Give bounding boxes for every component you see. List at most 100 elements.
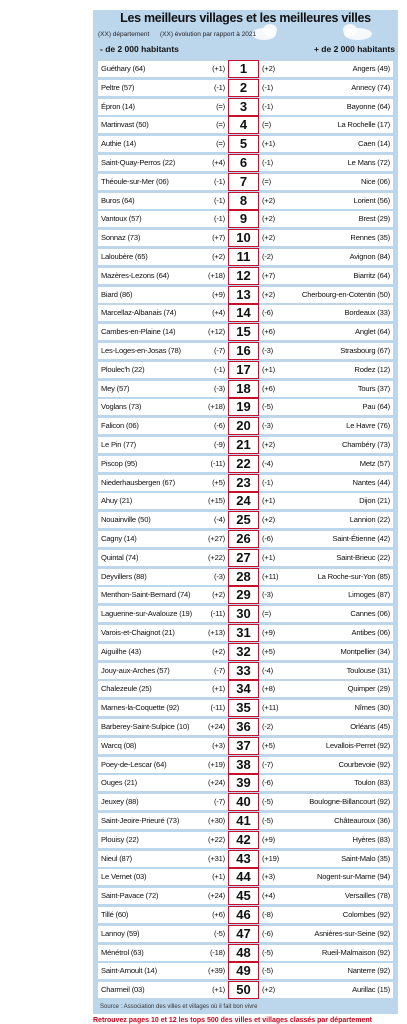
table-row: Vantoux (57) (-1) 9 (+2) Brest (29): [98, 210, 393, 229]
village-evolution: (+7): [212, 233, 225, 243]
city-name: Metz (57): [359, 458, 390, 468]
city-evolution: (+2): [262, 985, 275, 995]
rank: 10: [228, 229, 259, 248]
city-name: Hyères (83): [352, 834, 391, 844]
city-evolution: (-1): [262, 158, 274, 167]
table-row: Chalezeule (25) (+1) 34 (+8) Quimper (29): [98, 680, 393, 699]
city-evolution: (+7): [262, 270, 275, 280]
table-row: Peltre (57) (-1) 2 (-1) Annecy (74): [98, 78, 393, 97]
city-name: Levallois-Perret (92): [325, 740, 390, 750]
rank: 18: [228, 379, 259, 398]
rank: 27: [228, 548, 259, 567]
title: Les meilleurs villages et les meilleures…: [120, 11, 371, 25]
village-evolution: (+15): [208, 496, 225, 506]
city-name: Rueil-Malmaison (92): [321, 947, 390, 957]
city-name: Toulon (83): [354, 778, 390, 788]
village-evolution: (-1): [213, 176, 225, 186]
city-evolution: (+4): [262, 891, 275, 901]
village-name: Jeuxey (88): [101, 797, 139, 807]
village-evolution: (-7): [213, 797, 225, 807]
table-row: Plouisy (22) (+22) 42 (+9) Hyères (83): [98, 830, 393, 849]
village-evolution: (+1): [212, 985, 225, 995]
village-evolution: (+22): [208, 552, 225, 562]
village-evolution: (=): [216, 101, 225, 111]
table-row: Ahuy (21) (+15) 24 (+1) Dijon (21): [98, 492, 393, 511]
table-row: Saint-Jeoire-Prieuré (73) (+30) 41 (-5) Chât…: [98, 812, 393, 830]
city-name: Caen (14): [358, 139, 390, 149]
rank: 43: [228, 849, 259, 868]
city-evolution: (-6): [262, 308, 274, 318]
city-name: Lorient (56): [353, 195, 391, 205]
rank: 4: [228, 116, 259, 135]
rank: 11: [228, 248, 259, 266]
rank: 49: [228, 962, 259, 981]
village-name: Barberey-Saint-Sulpice (10): [101, 722, 190, 731]
city-name: La Roche-sur-Yon (85): [317, 571, 391, 581]
village-name: Deyvillers (88): [101, 571, 147, 581]
rank: 35: [228, 699, 259, 718]
table-row: Martinvast (50) (=) 4 (=) La Rochelle (17): [98, 116, 393, 135]
city-name: Angers (49): [352, 64, 391, 73]
table-row: Piscop (95) (-11) 22 (-4) Metz (57): [98, 454, 393, 473]
city-evolution: (+6): [262, 383, 275, 393]
city-name: Rennes (35): [350, 233, 390, 243]
table-row: Cambes-en-Plaine (14) (+12) 15 (+6) Anglet (…: [98, 323, 393, 342]
table-row: Niederhausbergen (67) (+5) 23 (-1) Nantes (4…: [98, 473, 393, 492]
village-evolution: (-11): [210, 458, 226, 468]
village-name: Biard (86): [101, 289, 133, 299]
village-evolution: (-1): [213, 82, 225, 92]
rank: 21: [228, 436, 259, 454]
rank: 47: [228, 924, 259, 943]
city-evolution: (-3): [262, 590, 274, 600]
rank: 1: [228, 60, 259, 78]
village-evolution: (-1): [213, 195, 225, 205]
rank: 38: [228, 755, 259, 774]
rank: 34: [228, 680, 259, 699]
city-evolution: (-5): [262, 816, 274, 825]
village-evolution: (+39): [208, 966, 225, 976]
table-row: Les-Loges-en-Josas (78) (-7) 16 (-3) Strasbo…: [98, 342, 393, 360]
village-name: Vantoux (57): [101, 214, 142, 224]
village-name: Les-Loges-en-Josas (78): [101, 346, 181, 355]
table-row: Jouy-aux-Arches (57) (-7) 33 (-4) Toulouse (…: [98, 661, 393, 680]
village-name: Plouisy (22): [101, 834, 139, 844]
rank: 6: [228, 154, 259, 172]
column-header: + de 2 000 habitants: [313, 44, 395, 54]
rank: 33: [228, 661, 259, 680]
table-row: Mazères-Lezons (64) (+18) 12 (+7) Biarritz (…: [98, 266, 393, 285]
city-evolution: (-8): [262, 910, 274, 919]
table-row: Tillé (60) (+6) 46 (-8) Colombes (92): [98, 906, 393, 924]
city-name: Bordeaux (33): [344, 308, 390, 318]
table-row: Voglans (73) (+18) 19 (-5) Pau (64): [98, 398, 393, 417]
rank: 37: [228, 736, 259, 755]
city-name: Rodez (12): [354, 364, 390, 374]
city-evolution: (-2): [262, 252, 274, 261]
table-row: Le Vernet (03) (+1) 44 (+3) Nogent-sur-Marne…: [98, 868, 393, 887]
column-header: - de 2 000 habitants: [100, 44, 179, 54]
city-evolution: (+2): [262, 233, 275, 243]
city-name: Boulogne-Billancourt (92): [309, 797, 390, 807]
city-evolution: (+8): [262, 684, 275, 694]
table-row: Épron (14) (=) 3 (-1) Bayonne (64): [98, 97, 393, 116]
village-name: Théoule-sur-Mer (06): [101, 176, 169, 186]
table-row: Le Pin (77) (-9) 21 (+2) Chambéry (73): [98, 436, 393, 454]
table-row: Cagny (14) (+27) 26 (-6) Saint-Étienne (42): [98, 530, 393, 548]
table-row: Quintal (74) (+22) 27 (+1) Saint-Brieuc (22): [98, 548, 393, 567]
table-row: Deyvillers (88) (-3) 28 (+11) La Roche-sur-Y…: [98, 567, 393, 586]
legend-evolution: (XX) évolution par rapport à 2021: [160, 31, 257, 38]
city-name: Nice (06): [360, 176, 390, 186]
village-name: Saint-Arnoult (14): [101, 966, 157, 976]
table-row: Nieul (87) (+31) 43 (+19) Saint-Malo (35): [98, 849, 393, 868]
city-evolution: (+2): [262, 195, 275, 205]
city-name: Montpellier (34): [340, 646, 390, 656]
note: Retrouvez pages 10 et 12 les tops 500 de…: [93, 1017, 372, 1024]
table-row: Nouainville (50) (-4) 25 (+2) Lannion (22): [98, 511, 393, 530]
village-name: Authie (14): [101, 139, 136, 149]
rank: 41: [228, 812, 259, 830]
rank: 32: [228, 642, 259, 661]
city-name: Saint-Brieuc (22): [336, 552, 390, 562]
table-row: Ploulec'h (22) (-1) 17 (+1) Rodez (12): [98, 360, 393, 379]
city-evolution: (+19): [262, 853, 279, 863]
city-evolution: (+2): [262, 214, 275, 224]
table-row: Charmeil (03) (+1) 50 (+2) Aurillac (15): [98, 981, 393, 1000]
